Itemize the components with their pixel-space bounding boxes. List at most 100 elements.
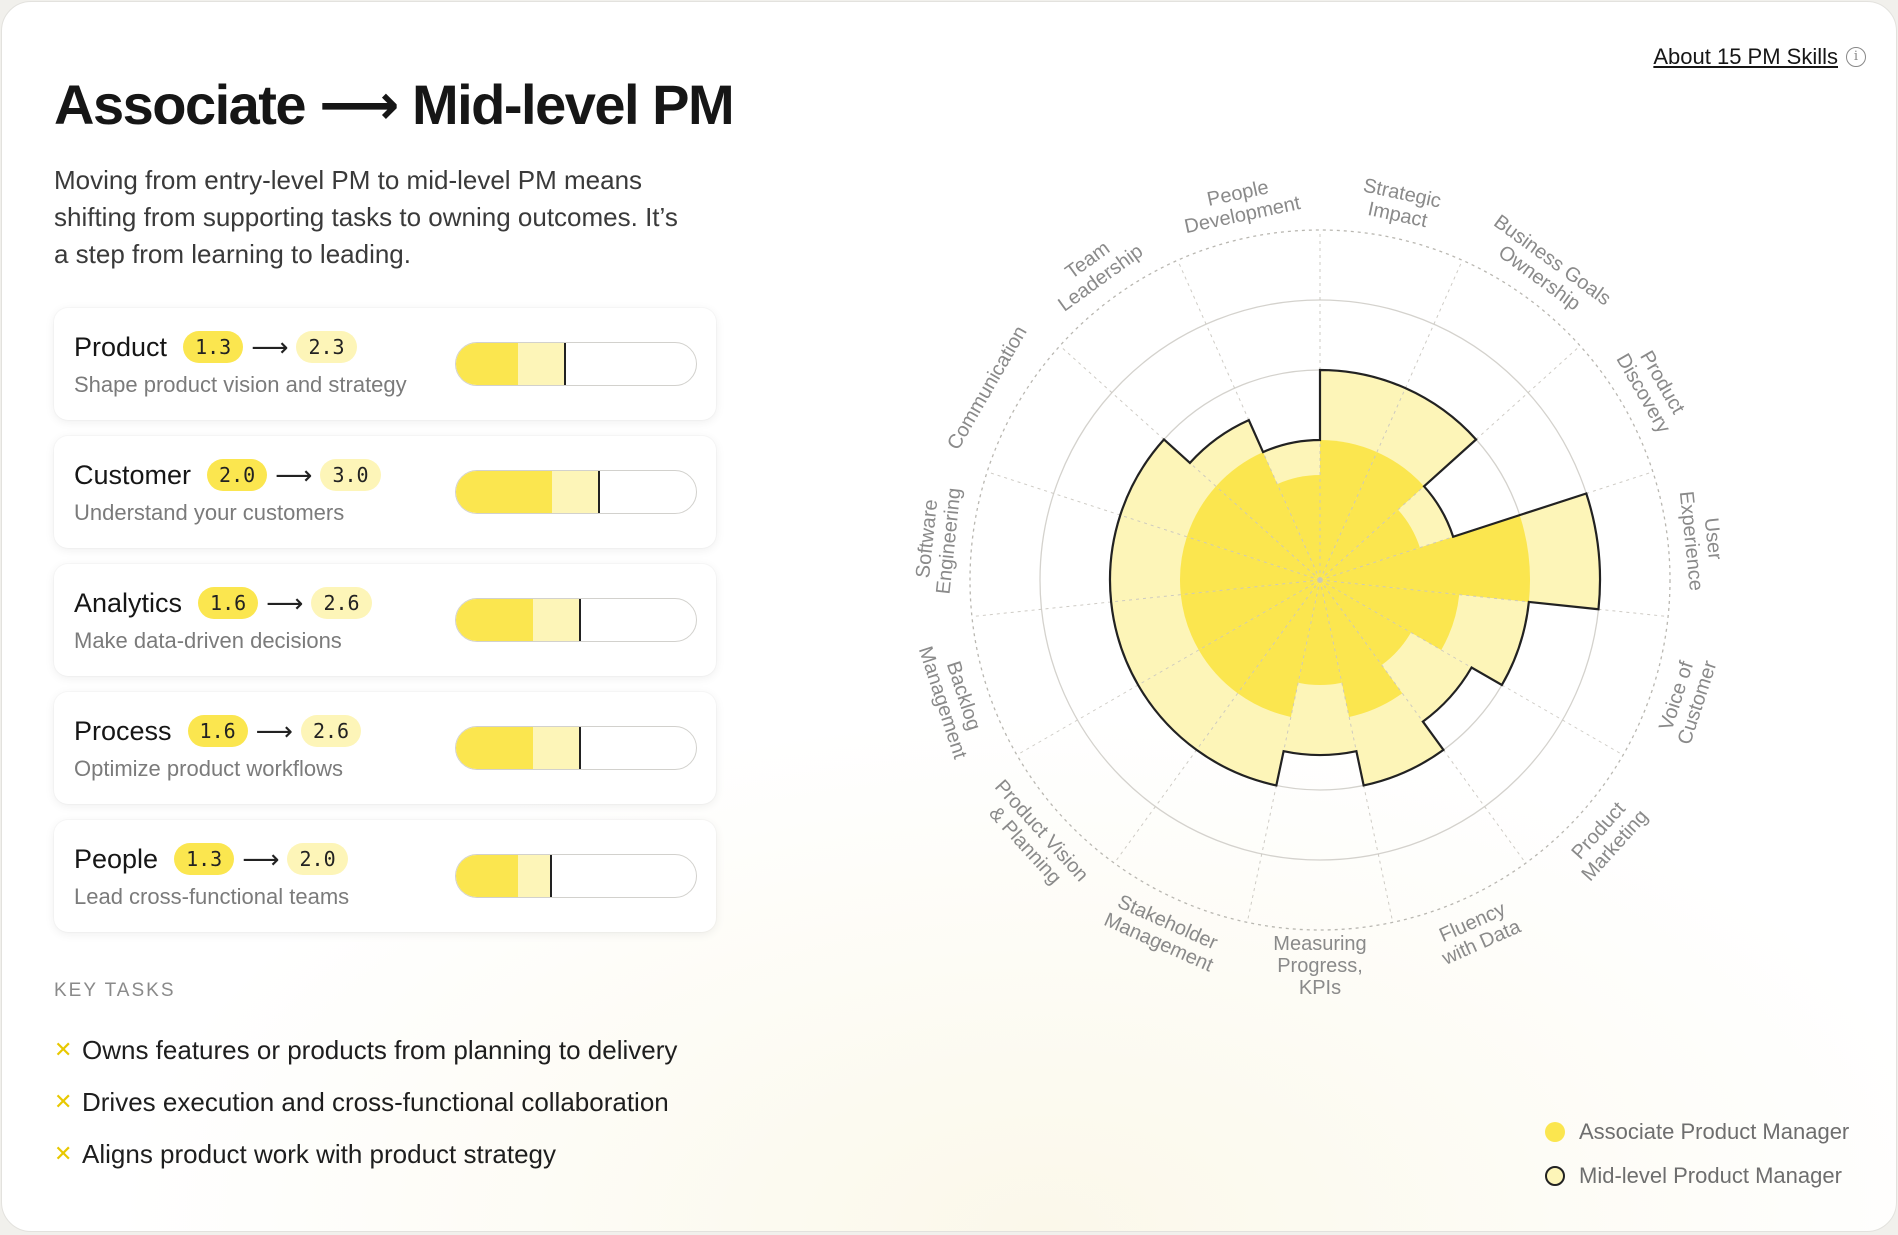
skill-card-product: Product 1.3 ⟶ 2.3 Shape product vision a…	[54, 308, 716, 420]
arrow-icon: ⟶	[255, 715, 293, 746]
associate-wedge	[1180, 536, 1320, 595]
skill-to-badge: 2.6	[311, 587, 372, 619]
skill-progress-bar	[455, 726, 697, 770]
legend-item-midlevel: Mid-level Product Manager	[1545, 1154, 1849, 1198]
axis-label: BacklogManagement	[914, 637, 992, 762]
skill-bar-associate	[456, 599, 533, 641]
skill-to-badge: 2.6	[300, 715, 362, 747]
key-task-item: ✕ Owns features or products from plannin…	[54, 1024, 677, 1076]
skill-to-badge: 2.3	[296, 331, 357, 363]
skill-name: Process	[74, 715, 172, 746]
legend-swatch-outlined	[1545, 1166, 1565, 1186]
legend-swatch-filled	[1545, 1122, 1565, 1142]
axis-label: Voice ofCustomer	[1653, 651, 1722, 747]
skill-card-people: People 1.3 ⟶ 2.0 Lead cross-functional t…	[54, 820, 716, 932]
skill-card-customer: Customer 2.0 ⟶ 3.0 Understand your custo…	[54, 436, 716, 548]
skill-bar-associate	[456, 727, 533, 769]
legend-label: Associate Product Manager	[1579, 1119, 1850, 1144]
grid-spoke	[971, 579, 1321, 618]
axis-label: TeamLeadership	[1041, 222, 1147, 316]
skill-bar-associate	[456, 343, 519, 385]
about-skills-link[interactable]: About 15 PM Skills	[1653, 44, 1838, 69]
key-task-item: ✕ Aligns product work with product strat…	[54, 1128, 677, 1180]
associate-wedge	[1198, 580, 1320, 694]
cross-icon: ✕	[54, 1141, 73, 1166]
grid-spoke	[1319, 579, 1669, 618]
axis-label: Fluencywith Data	[1429, 895, 1525, 970]
associate-wedge	[1320, 452, 1425, 580]
skill-from-badge: 1.6	[198, 587, 259, 619]
legend-label: Mid-level Product Manager	[1579, 1163, 1842, 1188]
skill-bar-associate	[456, 855, 519, 897]
arrow-icon: ⟶	[266, 587, 304, 618]
skill-progress-bar	[455, 470, 697, 514]
key-task-text: Owns features or products from planning …	[82, 1034, 678, 1065]
key-task-text: Aligns product work with product strateg…	[82, 1138, 556, 1169]
midlevel-outline	[1108, 368, 1602, 787]
associate-wedge	[1320, 509, 1420, 580]
axis-label: Measuring Progress, KPIs	[1273, 933, 1366, 999]
grid-ring	[969, 229, 1671, 931]
key-task-text: Drives execution and cross-functional co…	[82, 1086, 669, 1117]
cross-icon: ✕	[54, 1037, 73, 1062]
skill-to-badge: 2.0	[287, 843, 348, 875]
skill-name: Customer	[74, 459, 192, 490]
skill-name: People	[74, 843, 159, 874]
key-task-item: ✕ Drives execution and cross-functional …	[54, 1076, 677, 1128]
associate-wedge	[1320, 580, 1411, 665]
axis-label: Business GoalsOwnership	[1477, 211, 1615, 328]
associate-wedge	[1320, 515, 1531, 602]
skill-from-badge: 1.6	[187, 715, 248, 747]
info-icon[interactable]: i	[1846, 47, 1866, 67]
axis-label: StakeholderManagement	[1101, 889, 1226, 977]
skill-description: Understand your customers	[74, 500, 345, 525]
axis-label: StrategicImpact	[1357, 175, 1443, 234]
axis-label: Product Vision& Planning	[974, 776, 1093, 901]
skill-card-process: Process 1.6 ⟶ 2.6 Optimize product workf…	[54, 692, 716, 804]
axis-label: ProductDiscovery	[1612, 339, 1694, 437]
skill-from-badge: 2.0	[207, 459, 268, 491]
skill-card-analytics: Analytics 1.6 ⟶ 2.6 Make data-driven dec…	[54, 564, 716, 676]
skill-list: Product 1.3 ⟶ 2.3 Shape product vision a…	[54, 308, 716, 948]
associate-wedge	[1320, 580, 1460, 650]
skill-from-badge: 1.3	[174, 843, 235, 875]
skill-name: Product	[74, 331, 168, 362]
axis-label: SoftwareEngineering	[911, 484, 966, 595]
associate-wedge	[1186, 486, 1320, 580]
skill-description: Lead cross-functional teams	[74, 884, 350, 909]
skill-bar-associate	[456, 471, 552, 513]
chart-legend: Associate Product Manager Mid-level Prod…	[1545, 1110, 1849, 1198]
arrow-icon: ⟶	[251, 331, 289, 362]
axis-label: PeopleDevelopment	[1178, 171, 1303, 239]
grid-spoke	[1016, 579, 1321, 756]
skill-description: Optimize product workflows	[74, 756, 343, 781]
arrow-icon: ⟶	[275, 459, 313, 490]
grid-spoke	[1319, 260, 1463, 581]
skill-to-badge: 3.0	[320, 459, 381, 491]
associate-wedge	[1180, 580, 1320, 650]
arrow-icon: ⟶	[242, 843, 280, 874]
skill-name: Analytics	[74, 587, 183, 618]
legend-item-associate: Associate Product Manager	[1545, 1110, 1849, 1154]
associate-wedge	[1298, 580, 1342, 685]
associate-wedge	[1215, 452, 1320, 580]
axis-label: Communication	[943, 322, 1032, 453]
key-tasks-list: ✕ Owns features or products from plannin…	[54, 1024, 677, 1180]
axis-label: UserExperience	[1675, 488, 1729, 592]
associate-wedge	[1277, 475, 1320, 580]
page-subtitle: Moving from entry-level PM to mid-level …	[54, 165, 678, 269]
grid-spoke	[1113, 579, 1321, 864]
about-skills-link-group: About 15 PM Skills i	[1653, 44, 1866, 70]
key-tasks-heading: KEY TASKS	[54, 980, 176, 1001]
associate-wedge	[1237, 580, 1320, 717]
cross-icon: ✕	[54, 1089, 73, 1114]
axis-label: ProductMarketing	[1561, 791, 1652, 886]
skill-progress-bar	[455, 342, 697, 386]
associate-wedge	[1320, 580, 1403, 717]
skill-progress-bar	[455, 854, 697, 898]
associate-wedge	[1320, 440, 1377, 580]
grid-spoke	[1319, 471, 1654, 581]
grid-spoke	[986, 471, 1321, 581]
skill-description: Make data-driven decisions	[74, 628, 342, 653]
